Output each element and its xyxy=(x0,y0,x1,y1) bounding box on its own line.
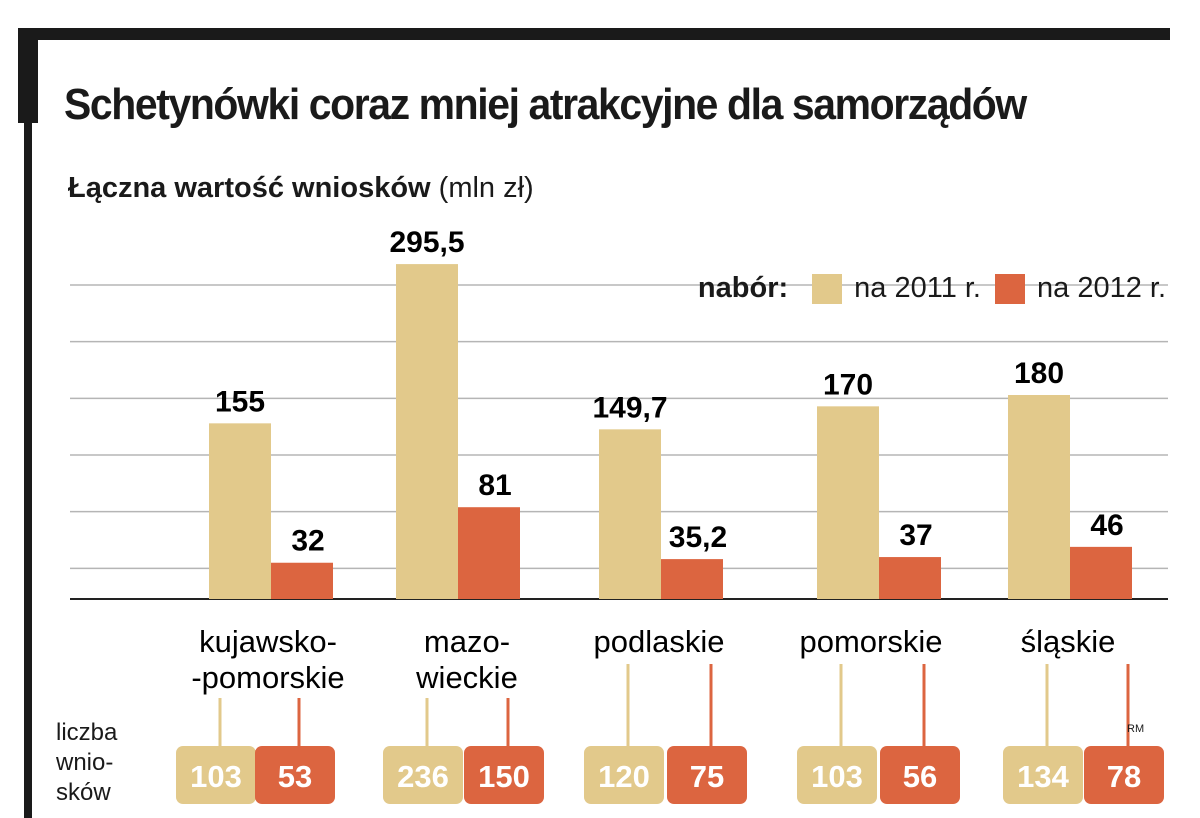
bar-2011 xyxy=(1008,395,1070,599)
category-label: kujawsko- xyxy=(199,624,337,659)
count-badge xyxy=(1003,746,1083,804)
bar-2012 xyxy=(458,507,520,599)
count-badge xyxy=(255,746,335,804)
legend-label-2012: na 2012 r. xyxy=(1037,272,1166,304)
bar-2012 xyxy=(271,562,333,599)
count-value: 150 xyxy=(478,759,530,794)
bar-2012 xyxy=(879,557,941,599)
bar-2011 xyxy=(396,264,458,599)
value-label: 180 xyxy=(1014,357,1064,390)
bar-2011 xyxy=(599,429,661,599)
bar-2011 xyxy=(817,406,879,599)
author-credit: RM xyxy=(1127,723,1145,735)
value-label: 155 xyxy=(215,385,265,418)
category-label: wieckie xyxy=(415,660,518,695)
category-label: pomorskie xyxy=(800,624,943,659)
count-value: 56 xyxy=(903,759,937,794)
count-value: 103 xyxy=(190,759,242,794)
legend-swatch-2011 xyxy=(812,273,843,304)
category-label: śląskie xyxy=(1021,624,1116,659)
count-badge xyxy=(667,746,747,804)
frame-left-rule xyxy=(24,28,32,818)
bar-2012 xyxy=(661,559,723,599)
counts-title-line-1: liczba xyxy=(56,719,118,746)
legend-label-2011: na 2011 r. xyxy=(854,272,981,304)
count-value: 103 xyxy=(811,759,863,794)
frame-top-rule xyxy=(18,28,1170,40)
count-badge xyxy=(584,746,664,804)
value-label: 35,2 xyxy=(669,521,727,554)
count-badge xyxy=(383,746,463,804)
value-label: 32 xyxy=(291,525,324,558)
category-label: -pomorskie xyxy=(191,660,344,695)
legend-title: nabór: xyxy=(697,272,789,304)
counts-row-title: liczba wnio- sków xyxy=(56,718,117,808)
legend-swatch-2012 xyxy=(995,273,1025,304)
category-label: mazo- xyxy=(424,624,510,659)
category-label: podlaskie xyxy=(594,624,725,659)
count-value: 134 xyxy=(1017,759,1069,794)
count-value: 236 xyxy=(397,759,449,794)
counts-title-line-3: sków xyxy=(56,779,111,806)
count-value: 75 xyxy=(690,759,724,794)
value-label: 170 xyxy=(823,368,873,401)
legend: nabór: na 2011 r. na 2012 r. xyxy=(698,272,1170,305)
bar-2012 xyxy=(1070,546,1132,599)
value-label: 81 xyxy=(478,469,511,502)
counts-title-line-2: wnio- xyxy=(56,749,114,776)
count-badge xyxy=(1084,746,1164,804)
subtitle-measure: Łączna wartość wniosków xyxy=(68,172,431,204)
count-badge xyxy=(464,746,544,804)
value-label: 295,5 xyxy=(389,226,464,259)
count-value: 120 xyxy=(598,759,650,794)
count-value: 53 xyxy=(278,759,312,794)
subtitle-unit: (mln zł) xyxy=(438,172,534,204)
chart-subtitle: Łączna wartość wniosków (mln zł) xyxy=(68,172,534,205)
value-label: 46 xyxy=(1090,509,1123,542)
count-badge xyxy=(880,746,960,804)
value-label: 37 xyxy=(899,519,932,552)
chart-title: Schetynówki coraz mniej atrakcyjne dla s… xyxy=(64,80,1027,129)
count-badge xyxy=(797,746,877,804)
bar-2011 xyxy=(209,423,271,599)
count-value: 78 xyxy=(1107,759,1141,794)
count-badge xyxy=(176,746,256,804)
value-label: 149,7 xyxy=(592,391,667,424)
